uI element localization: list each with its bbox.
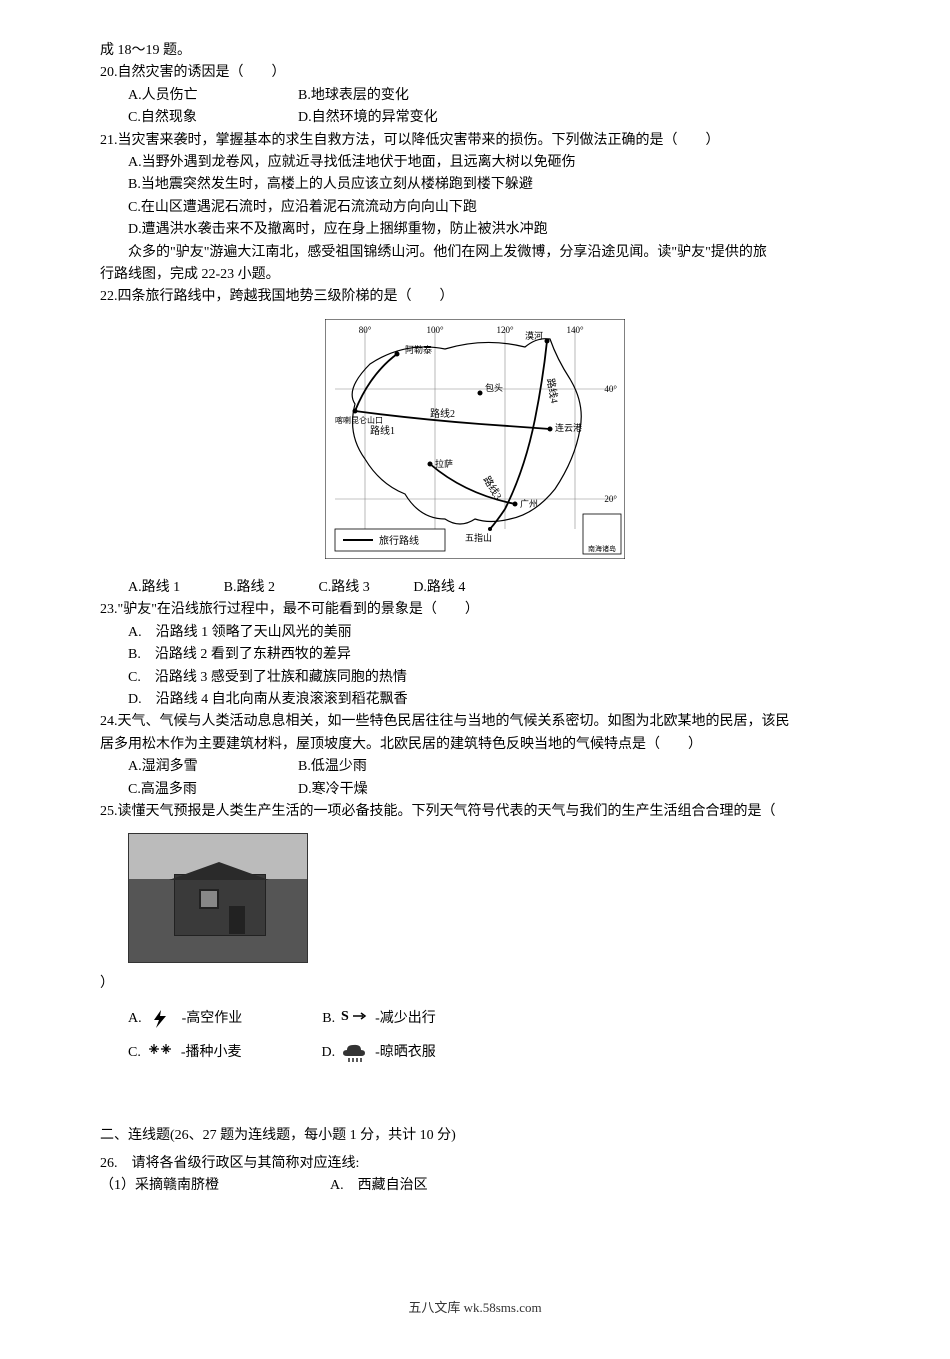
q20-options-row1: A.人员伤亡 B.地球表层的变化 <box>100 85 850 107</box>
q25-stem: 25.读懂天气预报是人类生产生活的一项必备技能。下列天气符号代表的天气与我们的生… <box>100 801 850 823</box>
q21-option-c: C.在山区遭遇泥石流时，应沿着泥石流流动方向向山下跑 <box>100 197 850 219</box>
q25-b-text: -减少出行 <box>375 1008 436 1030</box>
svg-text:广州: 广州 <box>520 498 538 509</box>
q23-option-b: B. 沿路线 2 看到了东耕西牧的差异 <box>100 644 850 666</box>
q26-row: （1）采摘赣南脐橙 A. 西藏自治区 <box>100 1175 850 1197</box>
q20-stem: 20.自然灾害的诱因是（ ） <box>100 62 850 84</box>
svg-text:路线1: 路线1 <box>370 424 395 437</box>
q24-option-b: B.低温少雨 <box>298 756 498 778</box>
q24-option-d: D.寒冷干燥 <box>298 779 498 801</box>
svg-text:五指山: 五指山 <box>465 532 492 543</box>
q22-option-c: C.路线 3 <box>318 577 369 599</box>
q25-option-c: C. -播种小麦 <box>128 1042 242 1064</box>
svg-text:120°: 120° <box>496 325 514 335</box>
nordic-house-photo <box>128 833 850 963</box>
passage22-line1: 众多的"驴友"游遍大江南北，感受祖国锦绣山河。他们在网上发微博，分享沿途见闻。读… <box>100 242 850 264</box>
q21-stem: 21.当灾害来袭时，掌握基本的求生自救方法，可以降低灾害带来的损伤。下列做法正确… <box>100 130 850 152</box>
q20-option-b: B.地球表层的变化 <box>298 85 498 107</box>
q25-option-b: B. S -减少出行 <box>322 1008 436 1030</box>
q24-stem-line2: 居多用松木作为主要建筑材料，屋顶坡度大。北欧民居的建筑特色反映当地的气候特点是（… <box>100 734 850 756</box>
passage22-line2: 行路线图，完成 22-23 小题。 <box>100 264 850 286</box>
q25-d-text: -晾晒衣服 <box>375 1042 436 1064</box>
svg-text:100°: 100° <box>426 325 444 335</box>
svg-text:20°: 20° <box>604 494 617 504</box>
page-footer: 五八文库 wk.58sms.com <box>100 1298 850 1319</box>
q24-option-c: C.高温多雨 <box>128 779 298 801</box>
sandstorm-icon: S <box>341 1008 369 1030</box>
q22-option-d: D.路线 4 <box>413 577 465 599</box>
rain-icon <box>341 1042 369 1064</box>
q25-d-label: D. <box>322 1042 336 1064</box>
q25-close-paren: ） <box>100 973 850 995</box>
q26-stem: 26. 请将各省级行政区与其简称对应连线: <box>100 1153 850 1175</box>
q25-b-label: B. <box>322 1008 335 1030</box>
section2-title: 二、连线题(26、27 题为连线题，每小题 1 分，共计 10 分) <box>100 1125 850 1147</box>
q25-c-text: -播种小麦 <box>181 1042 242 1064</box>
svg-text:40°: 40° <box>604 384 617 394</box>
map-svg: 80° 100° 120° 140° 40° 20° 阿勒泰 喀喇昆仑山口 包头… <box>325 319 625 559</box>
svg-text:S: S <box>341 1009 349 1024</box>
lightning-icon <box>148 1008 176 1030</box>
q22-option-b: B.路线 2 <box>224 577 275 599</box>
q24-option-a: A.湿润多雪 <box>128 756 298 778</box>
svg-text:南海诸岛: 南海诸岛 <box>588 544 616 553</box>
q21-option-a: A.当野外遇到龙卷风，应就近寻找低洼地伏于地面，且远离大树以免砸伤 <box>100 152 850 174</box>
svg-text:包头: 包头 <box>485 382 503 393</box>
svg-text:阿勒泰: 阿勒泰 <box>405 344 432 355</box>
q25-c-label: C. <box>128 1042 141 1064</box>
svg-text:旅行路线: 旅行路线 <box>379 534 419 547</box>
svg-text:80°: 80° <box>359 325 372 335</box>
q24-options-row1: A.湿润多雪 B.低温少雨 <box>100 756 850 778</box>
q25-option-a: A. -高空作业 <box>128 1008 242 1030</box>
house-image <box>128 833 308 963</box>
q25-option-d: D. -晾晒衣服 <box>322 1042 436 1064</box>
q20-option-a: A.人员伤亡 <box>128 85 298 107</box>
q20-option-d: D.自然环境的异常变化 <box>298 107 498 129</box>
q25-options: A. -高空作业 B. S -减少出行 C. <box>100 1008 850 1065</box>
svg-text:路线2: 路线2 <box>430 407 455 420</box>
svg-text:140°: 140° <box>566 325 584 335</box>
q24-options-row2: C.高温多雨 D.寒冷干燥 <box>100 779 850 801</box>
svg-text:拉萨: 拉萨 <box>435 458 453 469</box>
q20-options-row2: C.自然现象 D.自然环境的异常变化 <box>100 107 850 129</box>
q21-option-d: D.遭遇洪水袭击来不及撤离时，应在身上捆绑重物，防止被洪水冲跑 <box>100 219 850 241</box>
q22-stem: 22.四条旅行路线中，跨越我国地势三级阶梯的是（ ） <box>100 286 850 308</box>
q26-right: A. 西藏自治区 <box>330 1175 850 1197</box>
q24-stem-line1: 24.天气、气候与人类活动息息相关，如一些特色民居往往与当地的气候关系密切。如图… <box>100 711 850 733</box>
q21-option-b: B.当地震突然发生时，高楼上的人员应该立刻从楼梯跑到楼下躲避 <box>100 174 850 196</box>
svg-text:喀喇昆仑山口: 喀喇昆仑山口 <box>335 415 383 425</box>
q23-stem: 23."驴友"在沿线旅行过程中，最不可能看到的景象是（ ） <box>100 599 850 621</box>
svg-text:连云港: 连云港 <box>555 422 582 433</box>
q22-option-a: A.路线 1 <box>128 577 180 599</box>
svg-text:漠河: 漠河 <box>525 330 543 341</box>
q25-a-label: A. <box>128 1008 142 1030</box>
q22-options: A.路线 1 B.路线 2 C.路线 3 D.路线 4 <box>100 577 850 599</box>
q25-a-text: -高空作业 <box>182 1008 243 1030</box>
snow-icon <box>147 1042 175 1064</box>
q23-option-d: D. 沿路线 4 自北向南从麦浪滚滚到稻花飘香 <box>100 689 850 711</box>
q26-left: （1）采摘赣南脐橙 <box>100 1175 330 1197</box>
q23-option-c: C. 沿路线 3 感受到了壮族和藏族同胞的热情 <box>100 667 850 689</box>
travel-route-map: 80° 100° 120° 140° 40° 20° 阿勒泰 喀喇昆仑山口 包头… <box>100 319 850 567</box>
q23-option-a: A. 沿路线 1 领略了天山风光的美丽 <box>100 622 850 644</box>
q20-option-c: C.自然现象 <box>128 107 298 129</box>
header-continuation: 成 18～19 题。 <box>100 40 850 62</box>
